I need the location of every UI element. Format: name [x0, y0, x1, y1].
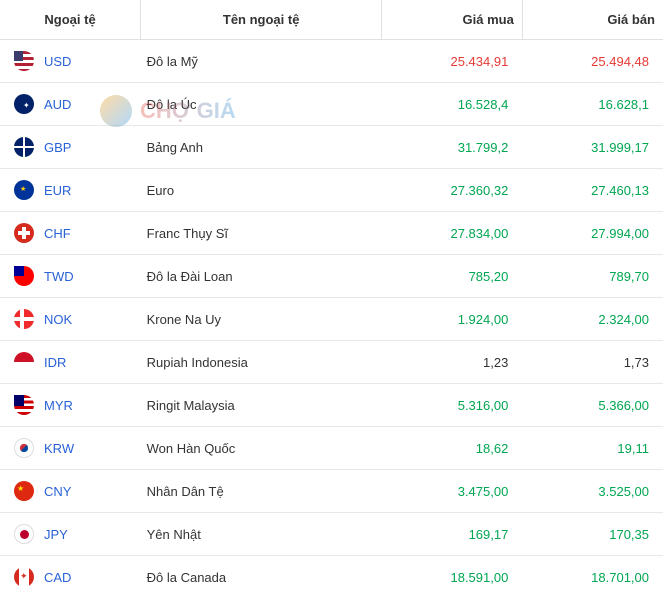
currency-code: IDR: [44, 355, 66, 370]
sell-price: 19,11: [522, 427, 663, 470]
aud-flag-icon: [14, 94, 34, 114]
buy-price: 18,62: [382, 427, 523, 470]
buy-price: 27.360,32: [382, 169, 523, 212]
buy-price: 5.316,00: [382, 384, 523, 427]
currency-name: Franc Thụy Sĩ: [141, 212, 382, 255]
currency-cell[interactable]: AUD: [8, 94, 133, 114]
sell-price: 25.494,48: [522, 40, 663, 83]
eur-flag-icon: [14, 180, 34, 200]
buy-price: 27.834,00: [382, 212, 523, 255]
currency-name: Won Hàn Quốc: [141, 427, 382, 470]
currency-code: CHF: [44, 226, 71, 241]
currency-name: Đô la Mỹ: [141, 40, 382, 83]
currency-code: EUR: [44, 183, 71, 198]
nok-flag-icon: [14, 309, 34, 329]
usd-flag-icon: [14, 51, 34, 71]
currency-cell[interactable]: IDR: [8, 352, 133, 372]
header-name: Tên ngoại tệ: [141, 0, 382, 40]
exchange-rate-table: Ngoại tệ Tên ngoại tệ Giá mua Giá bán US…: [0, 0, 663, 598]
sell-price: 27.460,13: [522, 169, 663, 212]
currency-code: TWD: [44, 269, 74, 284]
currency-name: Đô la Úc: [141, 83, 382, 126]
table-header-row: Ngoại tệ Tên ngoại tệ Giá mua Giá bán: [0, 0, 663, 40]
header-sell: Giá bán: [522, 0, 663, 40]
table-row: JPY Yên Nhật169,17170,35: [0, 513, 663, 556]
table-row: TWD Đô la Đài Loan785,20789,70: [0, 255, 663, 298]
myr-flag-icon: [14, 395, 34, 415]
cny-flag-icon: [14, 481, 34, 501]
table-row: NOK Krone Na Uy1.924,002.324,00: [0, 298, 663, 341]
currency-cell[interactable]: CHF: [8, 223, 133, 243]
currency-name: Rupiah Indonesia: [141, 341, 382, 384]
currency-name: Bảng Anh: [141, 126, 382, 169]
buy-price: 1.924,00: [382, 298, 523, 341]
currency-cell[interactable]: JPY: [8, 524, 133, 544]
currency-cell[interactable]: KRW: [8, 438, 133, 458]
sell-price: 3.525,00: [522, 470, 663, 513]
currency-cell[interactable]: EUR: [8, 180, 133, 200]
cad-flag-icon: [14, 567, 34, 587]
gbp-flag-icon: [14, 137, 34, 157]
sell-price: 2.324,00: [522, 298, 663, 341]
currency-cell[interactable]: CAD: [8, 567, 133, 587]
buy-price: 1,23: [382, 341, 523, 384]
currency-code: GBP: [44, 140, 71, 155]
currency-name: Đô la Canada: [141, 556, 382, 598]
currency-code: KRW: [44, 441, 74, 456]
currency-cell[interactable]: GBP: [8, 137, 133, 157]
currency-cell[interactable]: CNY: [8, 481, 133, 501]
currency-code: NOK: [44, 312, 72, 327]
currency-cell[interactable]: TWD: [8, 266, 133, 286]
sell-price: 170,35: [522, 513, 663, 556]
idr-flag-icon: [14, 352, 34, 372]
buy-price: 18.591,00: [382, 556, 523, 598]
table-row: AUD Đô la Úc16.528,416.628,1: [0, 83, 663, 126]
buy-price: 3.475,00: [382, 470, 523, 513]
krw-flag-icon: [14, 438, 34, 458]
buy-price: 169,17: [382, 513, 523, 556]
currency-name: Đô la Đài Loan: [141, 255, 382, 298]
currency-name: Euro: [141, 169, 382, 212]
currency-cell[interactable]: NOK: [8, 309, 133, 329]
sell-price: 5.366,00: [522, 384, 663, 427]
buy-price: 785,20: [382, 255, 523, 298]
sell-price: 18.701,00: [522, 556, 663, 598]
buy-price: 31.799,2: [382, 126, 523, 169]
sell-price: 16.628,1: [522, 83, 663, 126]
buy-price: 25.434,91: [382, 40, 523, 83]
sell-price: 789,70: [522, 255, 663, 298]
table-row: GBP Bảng Anh31.799,231.999,17: [0, 126, 663, 169]
table-row: CNY Nhân Dân Tệ3.475,003.525,00: [0, 470, 663, 513]
twd-flag-icon: [14, 266, 34, 286]
currency-code: MYR: [44, 398, 73, 413]
exchange-rate-table-container: CHỢ GIÁ Ngoại tệ Tên ngoại tệ Giá mua Gi…: [0, 0, 663, 598]
currency-cell[interactable]: USD: [8, 51, 133, 71]
currency-code: CAD: [44, 570, 71, 585]
header-buy: Giá mua: [382, 0, 523, 40]
table-row: USD Đô la Mỹ25.434,9125.494,48: [0, 40, 663, 83]
table-row: CHF Franc Thụy Sĩ27.834,0027.994,00: [0, 212, 663, 255]
table-row: EUR Euro27.360,3227.460,13: [0, 169, 663, 212]
jpy-flag-icon: [14, 524, 34, 544]
currency-name: Ringit Malaysia: [141, 384, 382, 427]
currency-code: AUD: [44, 97, 71, 112]
currency-code: USD: [44, 54, 71, 69]
currency-name: Yên Nhật: [141, 513, 382, 556]
currency-name: Krone Na Uy: [141, 298, 382, 341]
sell-price: 1,73: [522, 341, 663, 384]
currency-name: Nhân Dân Tệ: [141, 470, 382, 513]
currency-cell[interactable]: MYR: [8, 395, 133, 415]
buy-price: 16.528,4: [382, 83, 523, 126]
sell-price: 27.994,00: [522, 212, 663, 255]
header-currency: Ngoại tệ: [0, 0, 141, 40]
table-row: MYR Ringit Malaysia5.316,005.366,00: [0, 384, 663, 427]
currency-code: CNY: [44, 484, 71, 499]
table-row: IDR Rupiah Indonesia1,231,73: [0, 341, 663, 384]
table-row: KRW Won Hàn Quốc18,6219,11: [0, 427, 663, 470]
currency-code: JPY: [44, 527, 68, 542]
table-row: CAD Đô la Canada18.591,0018.701,00: [0, 556, 663, 598]
chf-flag-icon: [14, 223, 34, 243]
sell-price: 31.999,17: [522, 126, 663, 169]
